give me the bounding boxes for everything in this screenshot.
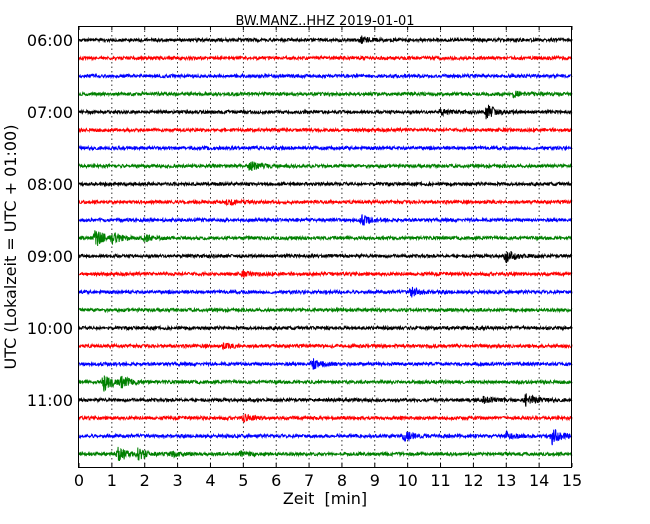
y-tick-label: 08:00 bbox=[27, 175, 73, 194]
trace-line bbox=[78, 72, 573, 80]
y-tick-label: 11:00 bbox=[27, 391, 73, 410]
trace-line bbox=[78, 198, 573, 207]
trace-line bbox=[78, 214, 573, 226]
trace-line bbox=[78, 446, 573, 461]
x-tick-label: 2 bbox=[140, 471, 150, 490]
trace-line bbox=[78, 286, 573, 298]
x-tick-label: 8 bbox=[337, 471, 347, 490]
trace-line bbox=[78, 413, 573, 423]
x-tick-label: 9 bbox=[370, 471, 380, 490]
x-tick-label: 14 bbox=[529, 471, 549, 490]
x-tick-label: 0 bbox=[74, 471, 84, 490]
trace-line bbox=[78, 161, 573, 172]
trace-line bbox=[78, 144, 573, 152]
trace-line bbox=[78, 230, 573, 246]
plot-frame bbox=[78, 26, 572, 468]
y-tick-label: 10:00 bbox=[27, 319, 73, 338]
trace-line bbox=[78, 358, 573, 370]
trace-line bbox=[78, 324, 573, 332]
trace-line bbox=[78, 104, 573, 120]
x-tick-label: 7 bbox=[304, 471, 314, 490]
y-axis-label: UTC (Lokalzeit = UTC + 01:00) bbox=[1, 125, 20, 370]
x-tick-label: 1 bbox=[107, 471, 117, 490]
x-tick-label: 11 bbox=[430, 471, 450, 490]
x-tick-label: 12 bbox=[463, 471, 483, 490]
trace-line bbox=[78, 250, 573, 264]
trace-line bbox=[78, 393, 573, 407]
trace-line bbox=[78, 429, 573, 446]
trace-line bbox=[78, 375, 573, 392]
y-tick-label: 07:00 bbox=[27, 103, 73, 122]
x-tick-label: 4 bbox=[205, 471, 215, 490]
x-tick-label: 10 bbox=[397, 471, 417, 490]
y-tick-label: 06:00 bbox=[27, 31, 73, 50]
trace-line bbox=[78, 180, 573, 188]
y-axis: 06:00 07:00 08:00 09:00 10:00 11:00 bbox=[27, 31, 572, 410]
trace-line bbox=[78, 269, 573, 278]
x-axis-label: Zeit [min] bbox=[283, 489, 367, 508]
trace-line bbox=[78, 126, 573, 134]
trace-line bbox=[78, 35, 573, 44]
chart-title: BW.MANZ..HHZ 2019-01-01 bbox=[235, 14, 414, 29]
x-tick-label: 5 bbox=[238, 471, 248, 490]
y-tick-label: 09:00 bbox=[27, 247, 73, 266]
x-axis: 0 1 2 3 4 5 6 7 8 9 10 11 12 13 14 15 bbox=[74, 26, 582, 490]
trace-line bbox=[78, 54, 573, 62]
x-tick-label: 6 bbox=[271, 471, 281, 490]
x-tick-label: 15 bbox=[562, 471, 582, 490]
trace-line bbox=[78, 342, 573, 351]
x-tick-label: 13 bbox=[496, 471, 516, 490]
x-tick-label: 3 bbox=[173, 471, 183, 490]
trace-line bbox=[78, 90, 573, 99]
grid-lines bbox=[111, 26, 540, 467]
trace-line bbox=[78, 306, 573, 314]
traces bbox=[78, 35, 573, 461]
